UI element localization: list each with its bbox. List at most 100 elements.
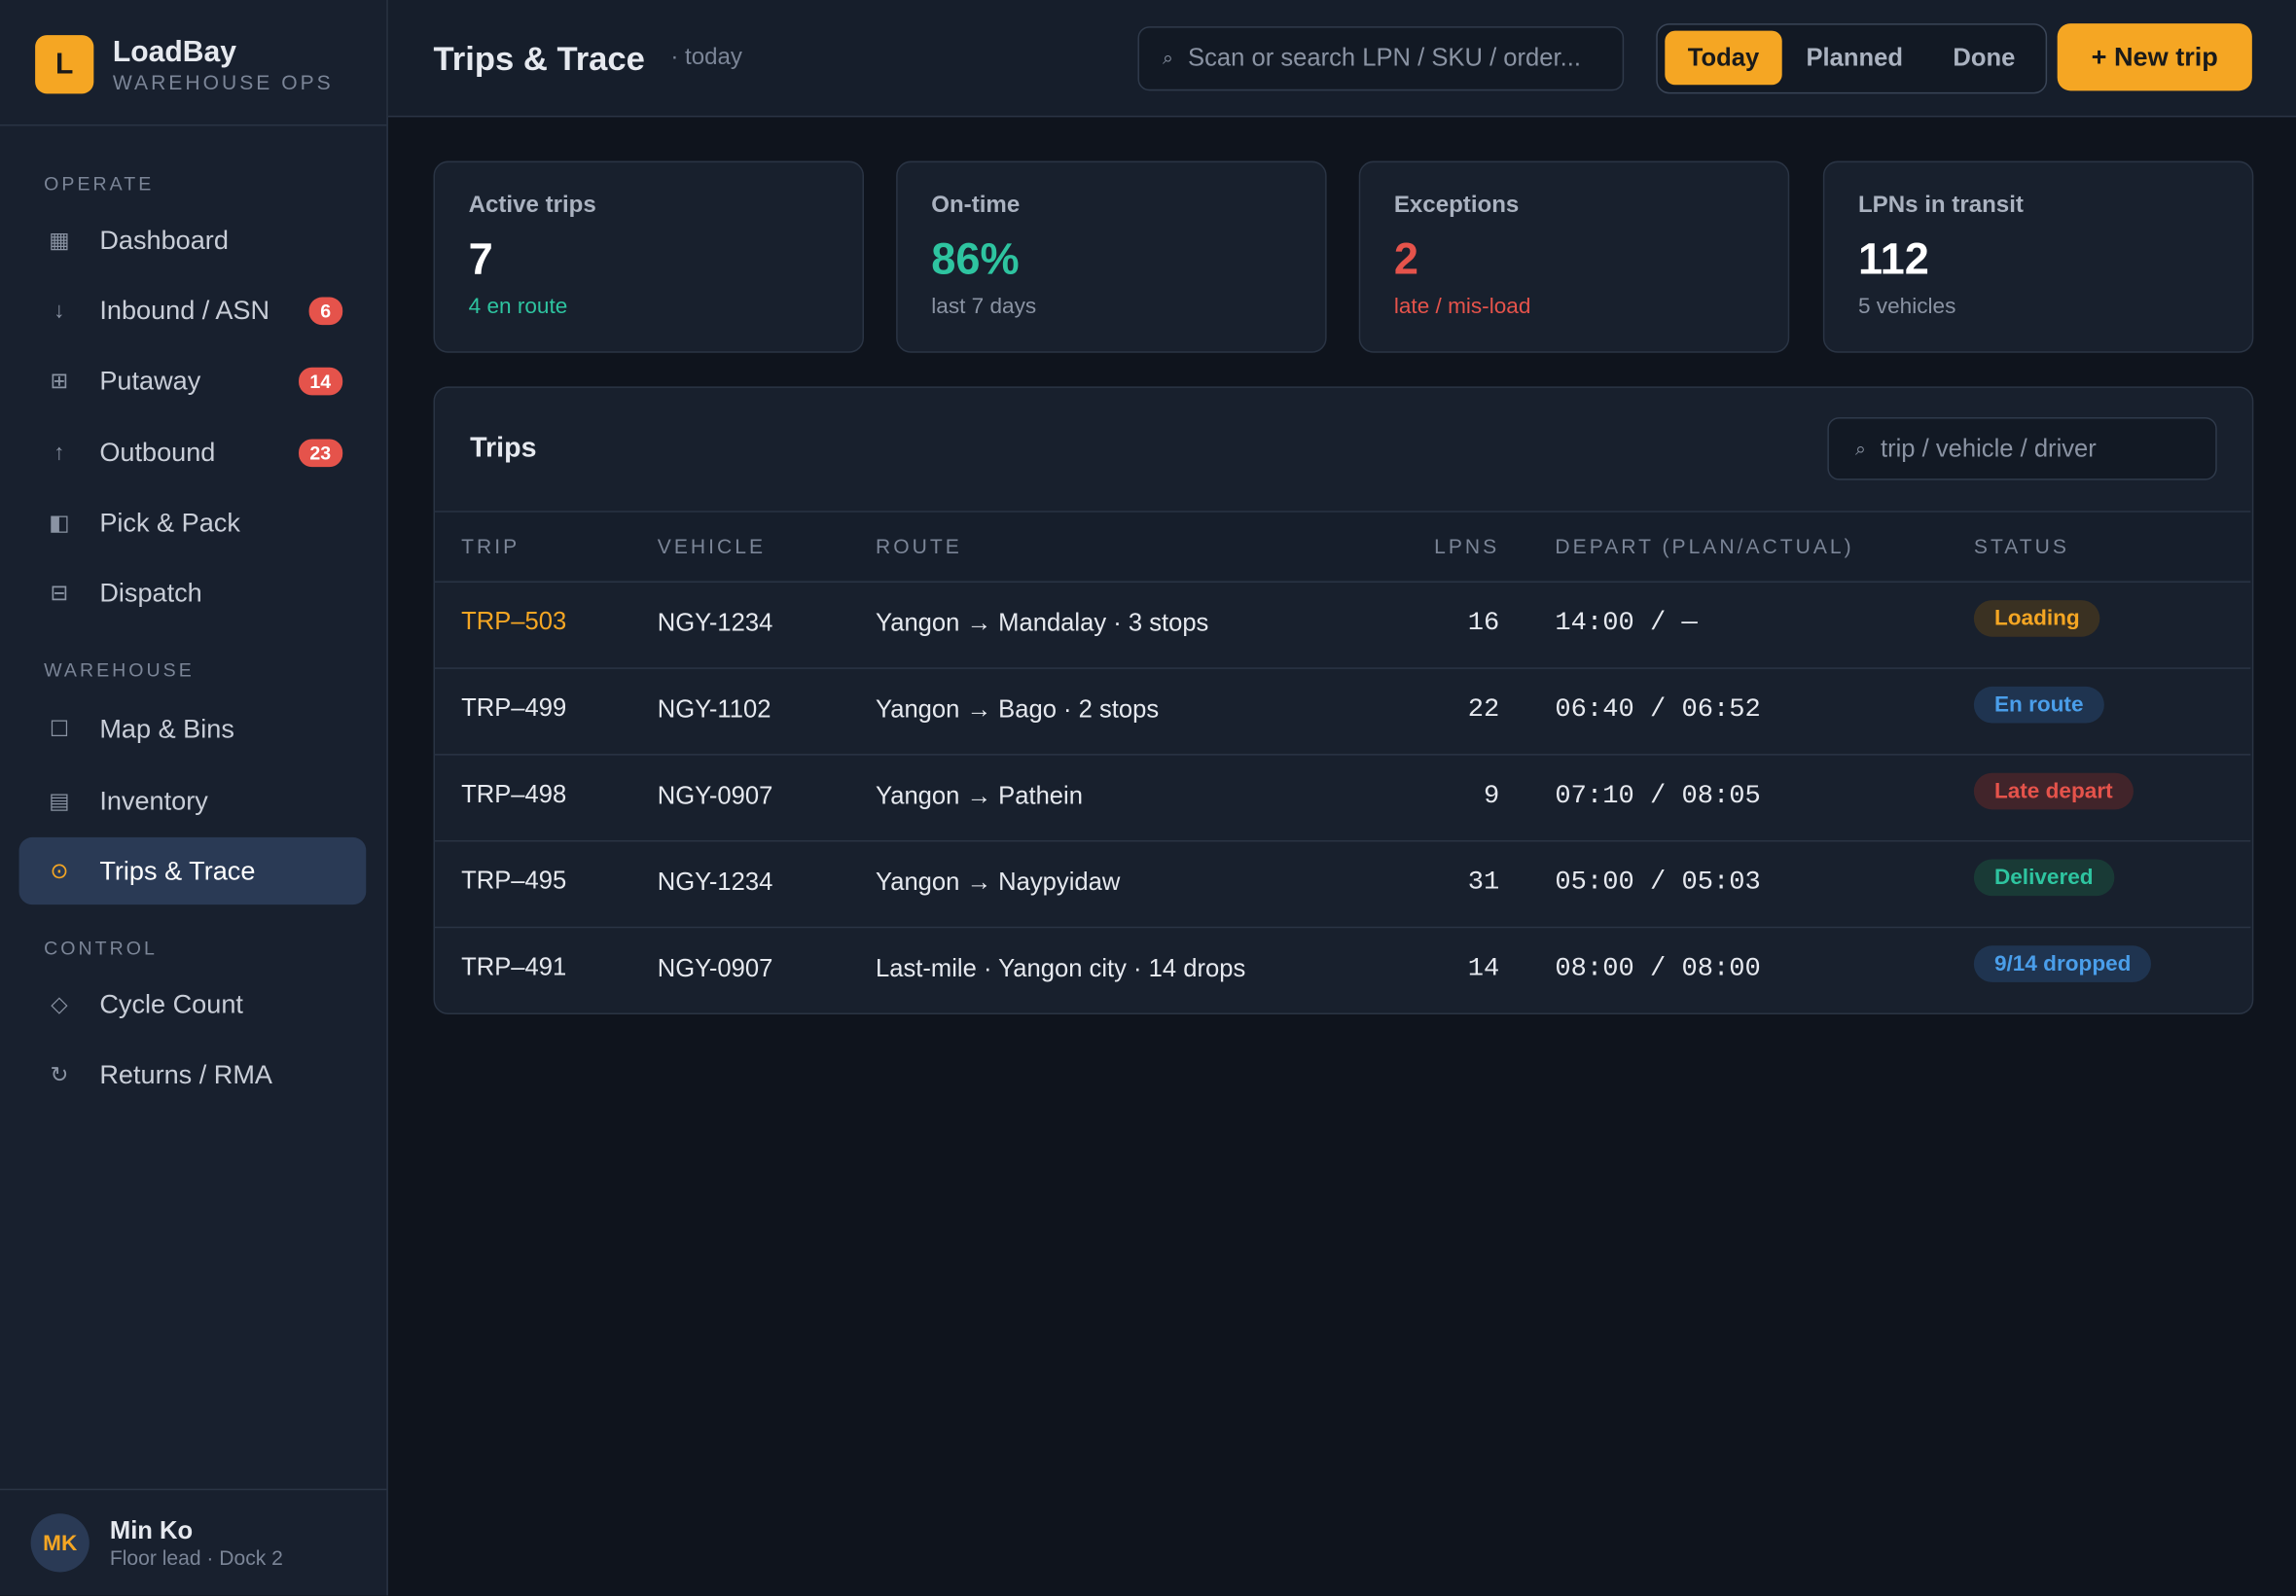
depart-time: 05:00 / 05:03 (1555, 868, 1761, 898)
nav-item[interactable]: ↻ Returns / RMA (19, 1041, 367, 1108)
nav-icon: ↻ (50, 1062, 69, 1088)
stat-note: last 7 days (931, 294, 1037, 320)
stat-card (433, 160, 865, 353)
route: Yangon → Pathein (876, 781, 1083, 810)
vehicle: NGY-0907 (657, 954, 773, 982)
stat-card (896, 160, 1327, 353)
trip-id[interactable]: TRP–503 (461, 607, 567, 636)
nav-icon: ↑ (54, 440, 65, 465)
table-title: Trips (470, 433, 537, 465)
nav-item[interactable]: ⊙ Trips & Trace (18, 836, 367, 905)
vehicle: NGY-1234 (657, 609, 773, 637)
stat-label: Active trips (468, 193, 596, 219)
route: Last-mile · Yangon city · 14 drops (876, 954, 1246, 982)
tab[interactable]: Today (1665, 30, 1782, 86)
column-header: DEPART (PLAN/ACTUAL) (1555, 534, 1854, 558)
divider (435, 926, 2251, 929)
trip-id[interactable]: TRP–498 (461, 780, 567, 808)
stat-note: 4 en route (468, 294, 568, 320)
nav-label: Pick & Pack (99, 507, 240, 537)
stat-value: 86% (931, 235, 1020, 284)
tab[interactable]: Planned (1806, 43, 1903, 71)
nav-item[interactable]: ☐ Map & Bins (19, 695, 367, 763)
divider (435, 754, 2251, 756)
nav-icon: ◧ (49, 511, 70, 536)
vehicle: NGY-1234 (657, 868, 773, 897)
divider (435, 511, 2251, 513)
stat-value: 2 (1393, 235, 1418, 284)
nav-icon: ↓ (54, 298, 65, 323)
depart-time: 06:40 / 06:52 (1555, 694, 1761, 726)
status-cell: Late depart (1973, 772, 2134, 810)
trip-id[interactable]: TRP–495 (461, 867, 567, 895)
column-header: STATUS (1973, 534, 2069, 558)
nav-icon: ⊟ (50, 581, 69, 607)
stat-note: late / mis-load (1393, 294, 1531, 320)
status-pill: Delivered (1973, 859, 2114, 897)
lpn-count: 9 (1483, 781, 1500, 811)
depart-time: 07:10 / 08:05 (1555, 781, 1761, 811)
nav-item[interactable]: ◧ Pick & Pack (19, 489, 367, 556)
route: Yangon → Mandalay · 3 stops (876, 609, 1209, 637)
nav-item[interactable]: ⊟ Dispatch (19, 559, 367, 626)
nav-item[interactable]: ⊞ Putaway 14 (19, 347, 367, 414)
lpn-count: 16 (1467, 609, 1500, 639)
column-header: LPNS (1434, 534, 1500, 558)
nav-label: Inbound / ASN (99, 295, 270, 325)
route: Yangon → Naypyidaw (876, 868, 1121, 897)
nav-badge: 6 (308, 296, 343, 325)
stat-label: Exceptions (1393, 193, 1520, 219)
stat-note: 5 vehicles (1857, 294, 1956, 320)
lpn-count: 22 (1467, 694, 1500, 726)
lpn-count: 14 (1467, 954, 1500, 984)
sidebar (0, 0, 388, 1596)
status-cell: Delivered (1973, 859, 2114, 897)
column-header: VEHICLE (657, 534, 767, 558)
status-pill: 9/14 dropped (1973, 945, 2152, 982)
nav-section: WAREHOUSE (44, 658, 195, 681)
nav-icon: ▤ (49, 789, 70, 814)
stat-card (1822, 160, 2254, 353)
brand-name: LoadBay (112, 36, 237, 69)
status-pill: Loading (1973, 600, 2100, 637)
trip-id[interactable]: TRP–491 (461, 952, 567, 981)
column-header: ROUTE (876, 534, 962, 558)
divider (0, 1488, 387, 1491)
divider (435, 839, 2251, 842)
nav-icon: ⊞ (50, 369, 69, 394)
page-subtitle: · today (670, 45, 742, 71)
nav-label: Cycle Count (99, 988, 243, 1018)
column-header: TRIP (461, 534, 520, 558)
nav-label: Inventory (99, 785, 208, 815)
trip-id[interactable]: TRP–499 (461, 693, 567, 723)
nav-section: CONTROL (44, 937, 158, 959)
page-title: Trips & Trace (433, 39, 645, 78)
tab[interactable]: Done (1953, 43, 2016, 71)
search-icon: ⌕ (1163, 47, 1174, 69)
search-placeholder: trip / vehicle / driver (1880, 434, 2097, 462)
new-trip-button[interactable]: + New trip (2057, 23, 2252, 91)
status-pill: En route (1973, 686, 2104, 724)
nav-item[interactable]: ▦ Dashboard (19, 206, 367, 273)
status-cell: Loading (1973, 600, 2100, 637)
stat-label: On-time (931, 193, 1021, 219)
nav-badge: 14 (298, 367, 343, 395)
nav-item[interactable]: ◇ Cycle Count (19, 971, 367, 1038)
stat-label: LPNs in transit (1857, 193, 2024, 219)
status-cell: 9/14 dropped (1973, 945, 2152, 982)
nav-icon: ☐ (49, 717, 70, 743)
stat-card (1358, 160, 1790, 353)
nav-label: Returns / RMA (99, 1058, 272, 1089)
divider (435, 667, 2251, 669)
search-box[interactable]: ⌕ Scan or search LPN / SKU / order... (1137, 26, 1625, 91)
search-icon: ⌕ (1854, 437, 1866, 459)
stat-value: 7 (468, 235, 493, 284)
depart-time: 14:00 / — (1555, 609, 1698, 639)
nav-label: Putaway (99, 365, 201, 395)
nav-item[interactable]: ▤ Inventory (19, 767, 367, 834)
nav-item[interactable]: ↑ Outbound 23 (19, 418, 367, 485)
table-search[interactable]: ⌕ trip / vehicle / driver (1827, 416, 2217, 480)
nav-item[interactable]: ↓ Inbound / ASN 6 (19, 276, 367, 343)
